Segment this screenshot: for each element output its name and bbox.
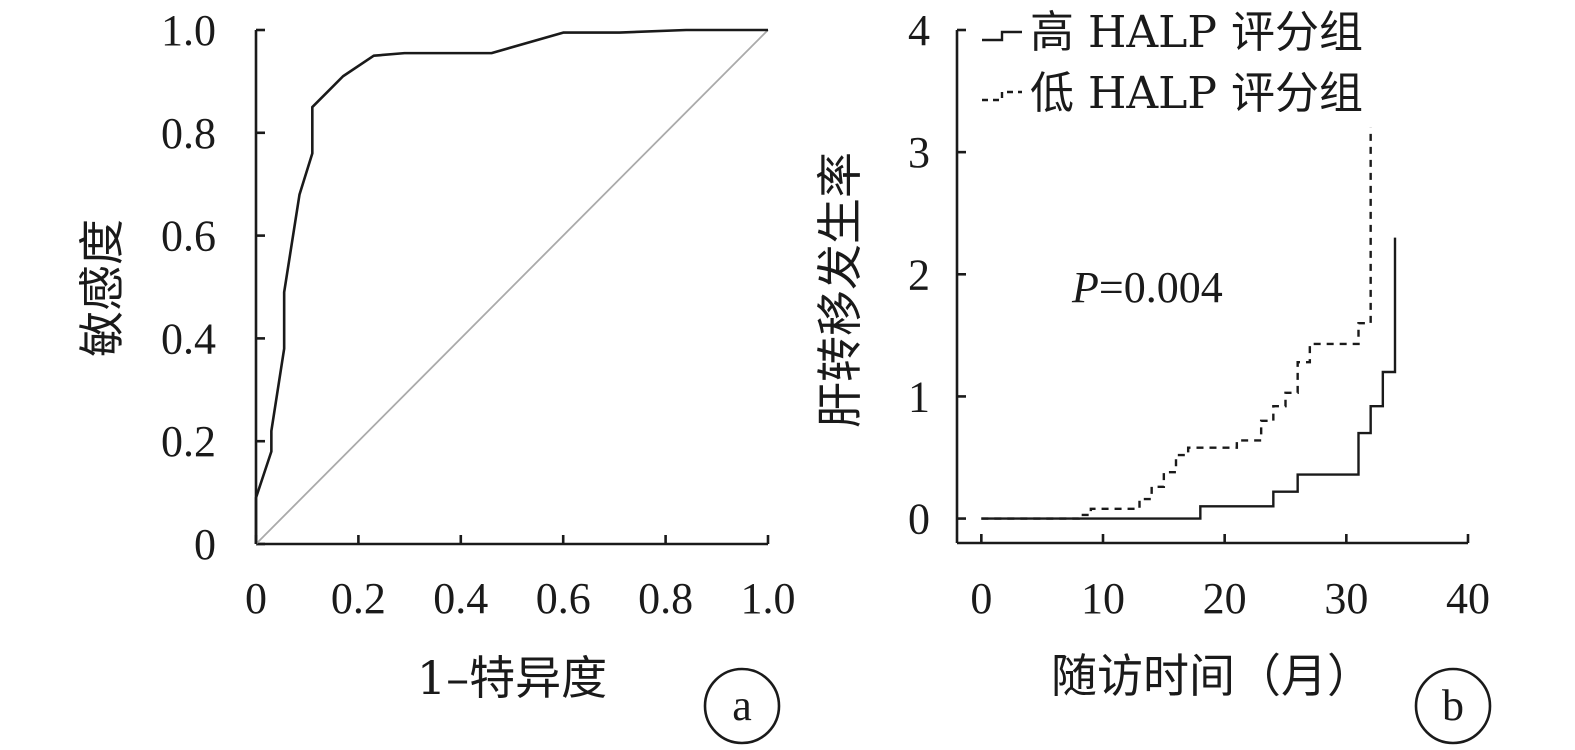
legend-item-low: 低 HALP 评分组 bbox=[982, 68, 1363, 119]
p-value-prefix: P bbox=[1071, 263, 1099, 312]
roc-curve-line bbox=[254, 28, 768, 544]
x-tick-label: 0 bbox=[970, 574, 992, 623]
y-tick-label: 0.2 bbox=[161, 417, 216, 466]
x-tick-label: 10 bbox=[1081, 574, 1125, 623]
x-tick-label: 0.2 bbox=[331, 574, 386, 623]
x-tick-label: 30 bbox=[1324, 574, 1368, 623]
legend-item-high: 高 HALP 评分组 bbox=[982, 7, 1363, 58]
panel-label-circle bbox=[703, 667, 781, 745]
y-tick-label: 0 bbox=[908, 495, 930, 544]
x-tick-label: 0.6 bbox=[536, 574, 591, 623]
y-tick-label: 4 bbox=[908, 6, 930, 55]
x-tick-label: 1.0 bbox=[741, 574, 796, 623]
axis-ticks: 0 0.2 0.4 0.6 0.8 1.0 0 0.2 0.4 0.6 0.8 1.0 bbox=[161, 6, 796, 623]
legend-label-high: 高 HALP 评分组 bbox=[1030, 7, 1363, 58]
x-tick-label: 0.4 bbox=[433, 574, 488, 623]
legend-label-low: 低 HALP 评分组 bbox=[1030, 68, 1363, 119]
x-tick-label: 20 bbox=[1203, 574, 1247, 623]
y-tick-label: 0 bbox=[194, 520, 216, 569]
reference-diagonal-line bbox=[255, 29, 769, 545]
panel-label-circle bbox=[1414, 667, 1492, 745]
series-line-high-halp bbox=[981, 237, 1397, 520]
y-axis-title: 敏感度 bbox=[75, 219, 129, 357]
legend-swatch-dashed bbox=[982, 90, 1022, 102]
p-value-annotation: P=0.004 bbox=[1071, 263, 1223, 312]
x-tick-label: 0 bbox=[245, 574, 267, 623]
x-axis-title: 随访时间（月） bbox=[1051, 649, 1373, 703]
roc-chart: 0 0.2 0.4 0.6 0.8 1.0 0 0.2 0.4 0.6 0.8 1.0 1–特异度 敏… bbox=[75, 6, 796, 745]
y-tick-label: 0.4 bbox=[161, 314, 216, 363]
axis-ticks: 0 10 20 30 40 0 1 2 3 4 bbox=[908, 6, 1490, 623]
y-tick-label: 2 bbox=[908, 250, 930, 299]
x-tick-label: 0.8 bbox=[638, 574, 693, 623]
y-tick-label: 1 bbox=[908, 372, 930, 421]
x-axis-title: 1–特异度 bbox=[417, 651, 607, 705]
y-tick-label: 0.6 bbox=[161, 212, 216, 261]
series-line-low-halp bbox=[981, 127, 1372, 520]
y-tick-label: 0.8 bbox=[161, 109, 216, 158]
legend-swatch-solid bbox=[982, 30, 1022, 42]
y-tick-label: 1.0 bbox=[161, 6, 216, 55]
p-value-number: =0.004 bbox=[1099, 263, 1223, 312]
incidence-chart: 0 10 20 30 40 0 1 2 3 4 高 HALP 评分组 低 HALP 评分组 P=0… bbox=[813, 6, 1492, 745]
x-tick-label: 40 bbox=[1446, 574, 1490, 623]
y-tick-label: 3 bbox=[908, 128, 930, 177]
legend: 高 HALP 评分组 低 HALP 评分组 bbox=[982, 7, 1363, 119]
panel-label: b bbox=[1442, 681, 1464, 730]
y-axis-title: 肝转移发生率 bbox=[813, 152, 867, 428]
panel-label: a bbox=[732, 681, 752, 730]
